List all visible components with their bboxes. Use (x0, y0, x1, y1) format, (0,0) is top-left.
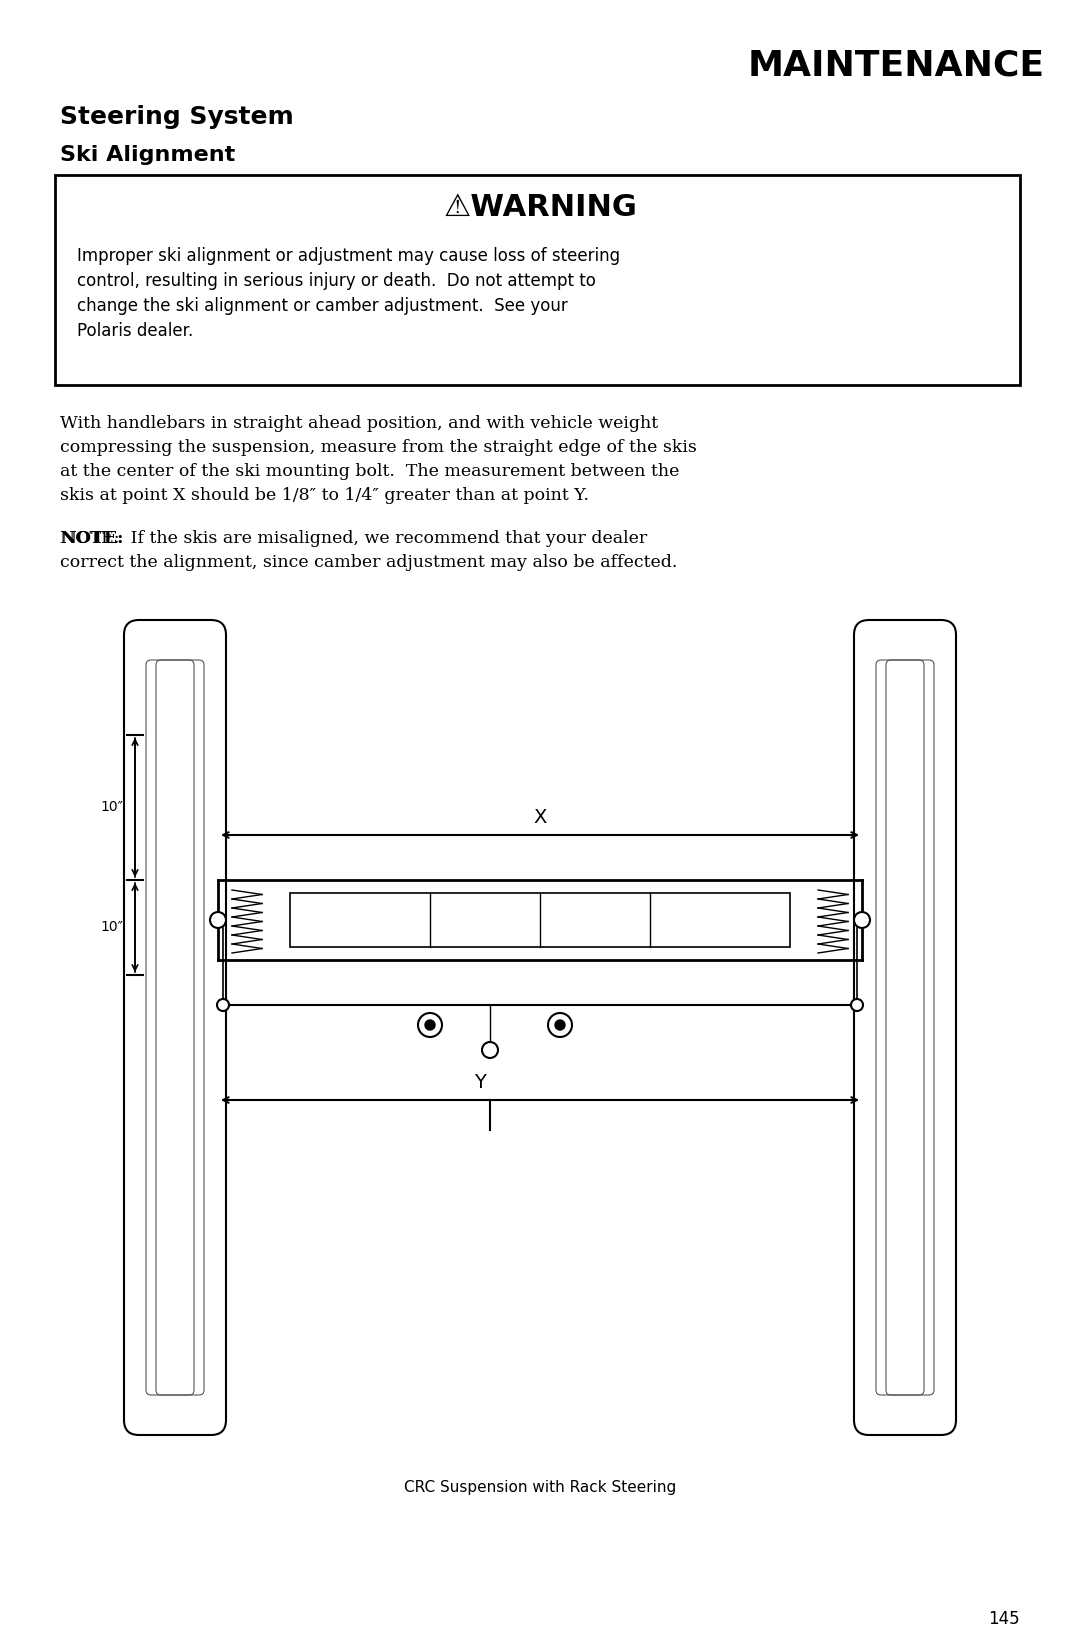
Text: 10″: 10″ (100, 920, 123, 934)
Circle shape (854, 911, 870, 928)
Circle shape (555, 1020, 565, 1030)
Text: CRC Suspension with Rack Steering: CRC Suspension with Rack Steering (404, 1480, 676, 1495)
Text: MAINTENANCE: MAINTENANCE (747, 48, 1045, 82)
Text: With handlebars in straight ahead position, and with vehicle weight
compressing : With handlebars in straight ahead positi… (60, 415, 697, 505)
Circle shape (210, 911, 226, 928)
Bar (55, 174, 1020, 385)
Circle shape (426, 1020, 435, 1030)
Text: Improper ski alignment or adjustment may cause loss of steering
control, resulti: Improper ski alignment or adjustment may… (77, 247, 620, 341)
Text: 10″: 10″ (100, 799, 123, 814)
Circle shape (851, 999, 863, 1012)
Circle shape (482, 1041, 498, 1058)
FancyBboxPatch shape (124, 620, 226, 1434)
FancyBboxPatch shape (854, 620, 956, 1434)
Circle shape (418, 1013, 442, 1036)
Bar (291, 893, 789, 948)
Text: Ski Alignment: Ski Alignment (60, 145, 235, 164)
Text: X: X (534, 808, 546, 827)
Text: ⚠WARNING: ⚠WARNING (443, 192, 637, 222)
Text: NOTE:: NOTE: (60, 530, 123, 548)
Circle shape (217, 999, 229, 1012)
Text: Steering System: Steering System (60, 105, 294, 128)
Circle shape (548, 1013, 572, 1036)
Text: Y: Y (474, 1073, 486, 1092)
Text: NOTE:  If the skis are misaligned, we recommend that your dealer
correct the ali: NOTE: If the skis are misaligned, we rec… (60, 530, 677, 571)
Text: 145: 145 (988, 1610, 1020, 1629)
